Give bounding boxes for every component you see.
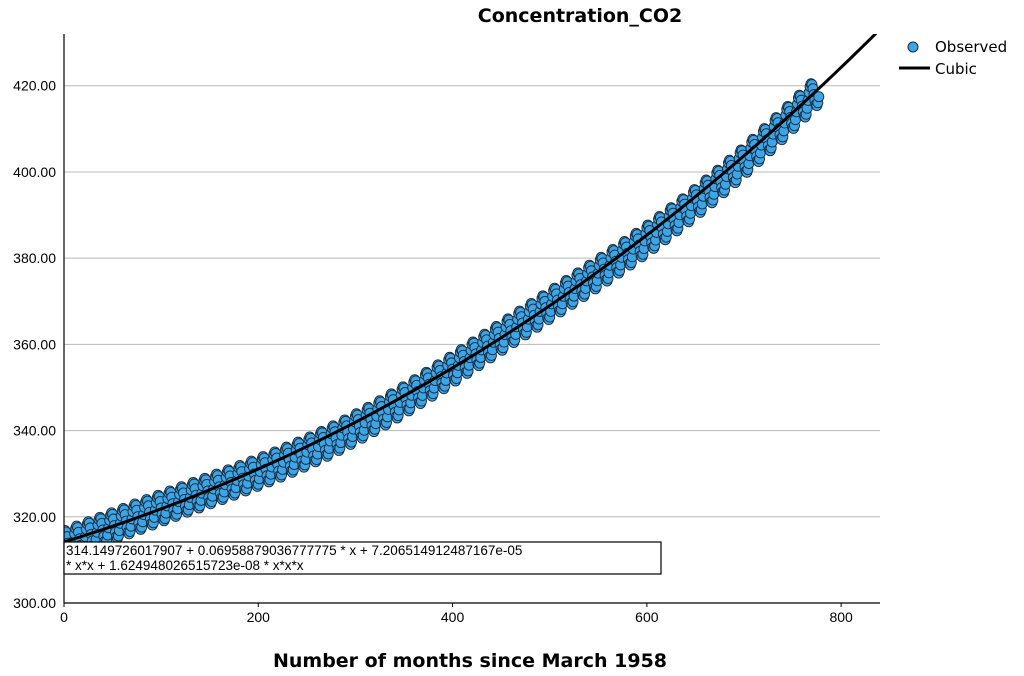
x-tick-label: 0 — [60, 609, 68, 625]
equation-annotation: 314.149726017907 + 0.06958879036777775 *… — [63, 541, 662, 575]
tick-labels: 300.00 320.00 340.00 360.00 380.00 400.00 420.… — [13, 78, 853, 625]
y-tick-label: 320.00 — [13, 509, 56, 525]
y-tick-label: 400.00 — [13, 164, 56, 180]
x-tick-label: 800 — [829, 609, 853, 625]
observed-point — [813, 91, 825, 103]
y-tick-label: 420.00 — [13, 78, 56, 94]
cubic-fit-line — [64, 34, 878, 544]
legend-observed-marker — [907, 41, 919, 53]
x-tick-label: 400 — [441, 609, 465, 625]
axes — [63, 34, 880, 604]
equation-line-2: * x*x + 1.624948026515723e-08 * x*x*x — [66, 558, 304, 573]
observed-points — [64, 78, 825, 562]
legend: Observed Cubic — [899, 38, 1007, 78]
chart-title: Concentration_CO2 — [478, 5, 682, 27]
equation-box — [63, 541, 662, 575]
y-tick-label: 340.00 — [13, 423, 56, 439]
y-tick-label: 380.00 — [13, 250, 56, 266]
equation-line-1: 314.149726017907 + 0.06958879036777775 *… — [66, 543, 522, 558]
x-tick-label: 600 — [635, 609, 659, 625]
legend-cubic-label: Cubic — [935, 60, 977, 78]
y-tick-label: 300.00 — [13, 595, 56, 611]
legend-observed-label: Observed — [935, 38, 1007, 56]
x-axis-label: Number of months since March 1958 — [273, 650, 667, 672]
x-tick-label: 200 — [247, 609, 271, 625]
y-tick-label: 360.00 — [13, 336, 56, 352]
